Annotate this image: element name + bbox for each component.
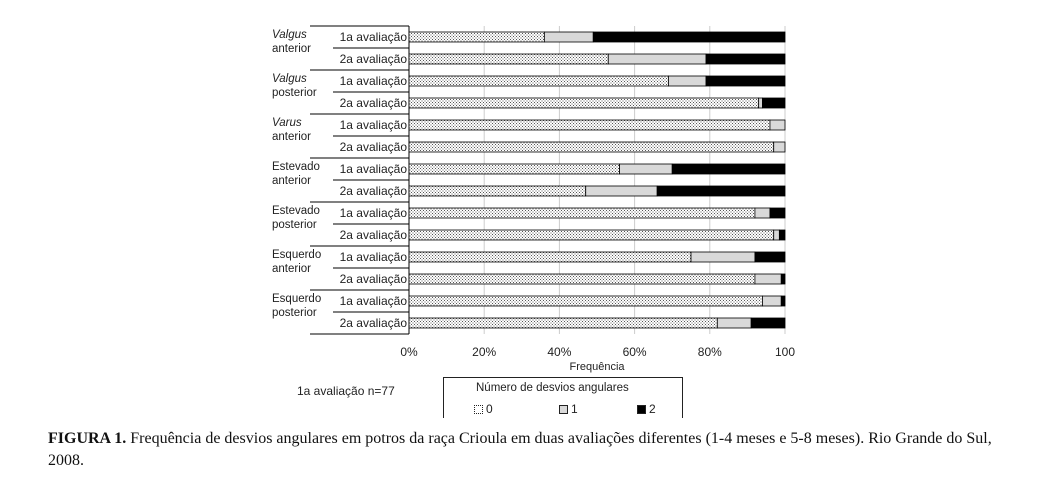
bar-segment-1 xyxy=(690,251,756,263)
group-label: posterior xyxy=(272,219,317,231)
group-label: anterior xyxy=(272,175,311,187)
bar-segment-0 xyxy=(408,97,760,109)
bar-segment-2 xyxy=(780,295,786,307)
category-label: 1a avaliação xyxy=(340,162,408,176)
caption-text: Frequência de desvios angulares em potro… xyxy=(48,430,992,469)
legend-swatch-black-icon xyxy=(637,405,646,414)
bar-segment-0 xyxy=(408,273,756,285)
legend-title: Número de desvios angulares xyxy=(476,382,629,394)
bar-segment-1 xyxy=(773,229,780,241)
bar-segment-1 xyxy=(668,75,707,87)
legend-swatch-dotted-icon xyxy=(474,405,483,414)
bar-segment-2 xyxy=(705,75,786,87)
legend-label-0: 0 xyxy=(486,402,493,416)
bar-segment-2 xyxy=(750,317,786,329)
group-label: anterior xyxy=(272,263,311,275)
bar-segment-0 xyxy=(408,317,718,329)
bar-segment-0 xyxy=(408,185,587,197)
bar-segment-0 xyxy=(408,53,609,65)
category-label: 1a avaliação xyxy=(340,206,408,220)
group-label: anterior xyxy=(272,43,311,55)
bar-segment-0 xyxy=(408,163,620,175)
bar-segment-2 xyxy=(778,229,786,241)
legend-item-2: 2 xyxy=(637,402,656,416)
group-label: Esquerdo xyxy=(272,249,321,261)
bar-segment-0 xyxy=(408,251,692,263)
category-label: 2a avaliação xyxy=(340,184,408,198)
bar-segment-2 xyxy=(671,163,786,175)
bar-segment-0 xyxy=(408,295,763,307)
bar-segment-2 xyxy=(705,53,786,65)
legend-item-1: 1 xyxy=(559,402,578,416)
category-label: 2a avaliação xyxy=(340,228,408,242)
legend-swatch-gray-icon xyxy=(559,405,568,414)
x-tick-label: 0% xyxy=(400,345,418,359)
bar-segment-2 xyxy=(780,273,786,285)
legend-label-1: 1 xyxy=(571,402,578,416)
category-label: 1a avaliação xyxy=(340,30,408,44)
bar-segment-1 xyxy=(716,317,752,329)
bar-segment-1 xyxy=(754,273,782,285)
x-tick-label: 100 xyxy=(775,345,795,359)
caption-label: FIGURA 1. xyxy=(48,430,127,447)
group-label: posterior xyxy=(272,307,317,319)
bar-segment-0 xyxy=(408,75,669,87)
bar-segment-0 xyxy=(408,119,771,131)
x-axis-label: Frequência xyxy=(569,361,625,373)
category-label: 2a avaliação xyxy=(340,316,408,330)
legend-label-2: 2 xyxy=(649,402,656,416)
bar-segment-1 xyxy=(619,163,673,175)
group-label: Estevado xyxy=(272,161,320,173)
category-label: 2a avaliação xyxy=(340,52,408,66)
category-label: 1a avaliação xyxy=(340,250,408,264)
bar-segment-2 xyxy=(769,207,786,219)
category-label: 2a avaliação xyxy=(340,96,408,110)
bar-segment-0 xyxy=(408,31,545,43)
bar-segment-2 xyxy=(762,97,786,109)
group-label: Esquerdo xyxy=(272,293,321,305)
category-label: 1a avaliação xyxy=(340,74,408,88)
x-tick-label: 60% xyxy=(623,345,647,359)
bar-segment-1 xyxy=(773,141,786,153)
group-label: Estevado xyxy=(272,205,320,217)
group-label: anterior xyxy=(272,131,311,143)
group-label: Valgus xyxy=(272,73,307,85)
figure-caption: FIGURA 1. Frequência de desvios angulare… xyxy=(48,428,1028,472)
bar-segment-0 xyxy=(408,207,756,219)
bar-segment-0 xyxy=(408,229,775,241)
bar-segment-1 xyxy=(769,119,786,131)
x-tick-label: 40% xyxy=(547,345,571,359)
bar-segment-2 xyxy=(592,31,786,43)
stacked-bar-chart: 0% 20% 40% 60% 80% 100 Frequência Valgus anterio… xyxy=(272,25,795,373)
bar-segment-1 xyxy=(607,53,707,65)
bar-segment-1 xyxy=(585,185,658,197)
legend: Número de desvios angulares 0 1 2 xyxy=(443,377,683,418)
group-label: Valgus xyxy=(272,29,307,41)
category-label: 1a avaliação xyxy=(340,118,408,132)
group-label: posterior xyxy=(272,87,317,99)
x-tick-label: 20% xyxy=(472,345,496,359)
bar-segment-1 xyxy=(758,97,763,109)
legend-item-0: 0 xyxy=(474,402,493,416)
bar-segment-2 xyxy=(656,185,786,197)
x-tick-label: 80% xyxy=(698,345,722,359)
category-label: 1a avaliação xyxy=(340,294,408,308)
bar-segment-1 xyxy=(754,207,771,219)
category-label: 2a avaliação xyxy=(340,140,408,154)
bar-segment-2 xyxy=(754,251,786,263)
bar-segment-1 xyxy=(762,295,782,307)
category-label: 2a avaliação xyxy=(340,272,408,286)
sample-size-note: 1a avaliação n=77 xyxy=(297,384,395,398)
bar-segment-0 xyxy=(408,141,775,153)
bar-segment-1 xyxy=(543,31,594,43)
group-label: Varus xyxy=(272,117,302,129)
